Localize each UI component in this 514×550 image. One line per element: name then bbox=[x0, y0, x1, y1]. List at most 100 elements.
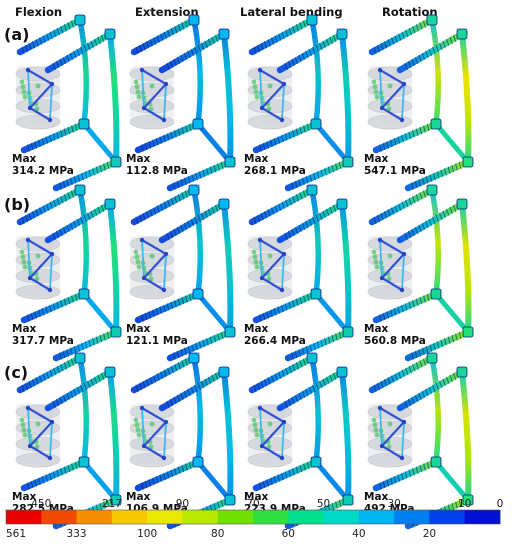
spine-model bbox=[367, 236, 413, 300]
scale-segment bbox=[111, 510, 148, 524]
spine-model bbox=[129, 404, 175, 468]
long-rod bbox=[221, 31, 234, 165]
max-stress-value: 317.7 MPa bbox=[12, 335, 74, 347]
scale-segment bbox=[147, 510, 183, 524]
scale-label-top: 217 bbox=[102, 498, 122, 510]
rod-connector bbox=[195, 291, 233, 335]
rod-connector bbox=[313, 459, 351, 503]
short-rod bbox=[77, 355, 89, 465]
pedicle-screw-3 bbox=[252, 456, 322, 492]
pedicle-screw-4 bbox=[284, 156, 354, 192]
max-stress-value: 268.1 MPa bbox=[244, 165, 306, 177]
pedicle-screw-1 bbox=[248, 14, 318, 56]
short-rod bbox=[429, 17, 441, 127]
scale-segment bbox=[182, 510, 219, 524]
rod-connector bbox=[81, 291, 119, 335]
scale-label-top: 90 bbox=[176, 498, 189, 510]
pedicle-screw-1 bbox=[130, 184, 200, 226]
scale-segment bbox=[323, 510, 360, 524]
spine-model bbox=[129, 66, 175, 130]
rod-connector bbox=[81, 121, 119, 165]
scale-label-bottom: 40 bbox=[352, 528, 365, 540]
spine-model bbox=[129, 236, 175, 300]
max-label: Max bbox=[126, 491, 151, 503]
max-stress-value: 266.4 MPa bbox=[244, 335, 306, 347]
scale-segment bbox=[253, 510, 289, 524]
scale-segment bbox=[6, 510, 42, 524]
spine-model bbox=[15, 236, 61, 300]
pedicle-screw-1 bbox=[368, 184, 438, 226]
scale-label-bottom: 20 bbox=[423, 528, 436, 540]
pedicle-screw-4 bbox=[404, 326, 474, 362]
max-stress-value: 314.2 MPa bbox=[12, 165, 74, 177]
pedicle-screw-2 bbox=[158, 366, 230, 412]
short-rod bbox=[309, 17, 321, 127]
column-title-lateral-bending: Lateral bending bbox=[240, 5, 343, 19]
pedicle-screw-3 bbox=[372, 118, 442, 154]
scale-label-bottom: 60 bbox=[282, 528, 295, 540]
column-title-extension: Extension bbox=[135, 5, 199, 19]
max-label: Max bbox=[12, 323, 37, 335]
pedicle-screw-4 bbox=[166, 156, 236, 192]
scale-segment bbox=[358, 510, 395, 524]
pedicle-screw-3 bbox=[134, 456, 204, 492]
pedicle-screw-2 bbox=[396, 198, 468, 244]
rod-connector bbox=[195, 121, 233, 165]
pedicle-screw-3 bbox=[134, 288, 204, 324]
pedicle-screw-2 bbox=[276, 28, 348, 74]
pedicle-screw-3 bbox=[20, 288, 90, 324]
spine-model bbox=[367, 66, 413, 130]
pedicle-screw-4 bbox=[52, 156, 122, 192]
pedicle-screw-3 bbox=[252, 288, 322, 324]
spine-model bbox=[15, 66, 61, 130]
pedicle-screw-3 bbox=[20, 118, 90, 154]
pedicle-screw-1 bbox=[368, 352, 438, 394]
pedicle-screw-4 bbox=[404, 156, 474, 192]
scale-segment bbox=[41, 510, 78, 524]
spine-model bbox=[367, 404, 413, 468]
long-rod bbox=[221, 369, 234, 503]
pedicle-screw-1 bbox=[248, 352, 318, 394]
column-title-flexion: Flexion bbox=[15, 5, 62, 19]
spine-model bbox=[15, 404, 61, 468]
spine-model bbox=[247, 66, 293, 130]
pedicle-screw-3 bbox=[252, 118, 322, 154]
scale-label-bottom: 100 bbox=[137, 528, 157, 540]
scale-label-top: 0 bbox=[497, 498, 504, 510]
pedicle-screw-1 bbox=[248, 184, 318, 226]
max-label: Max bbox=[364, 323, 389, 335]
scale-label-top: 30 bbox=[387, 498, 400, 510]
pedicle-screw-4 bbox=[52, 326, 122, 362]
max-label: Max bbox=[244, 153, 269, 165]
long-rod bbox=[459, 201, 472, 335]
scale-segment bbox=[288, 510, 325, 524]
row-label: (b) bbox=[4, 195, 30, 214]
pedicle-screw-3 bbox=[372, 456, 442, 492]
scale-segment bbox=[217, 510, 254, 524]
long-rod bbox=[339, 201, 352, 335]
long-rod bbox=[221, 201, 234, 335]
max-stress-value: 560.8 MPa bbox=[364, 335, 426, 347]
pedicle-screw-1 bbox=[130, 352, 200, 394]
rod-connector bbox=[313, 121, 351, 165]
long-rod bbox=[339, 31, 352, 165]
pedicle-screw-1 bbox=[368, 14, 438, 56]
scale-label-top: 450 bbox=[31, 498, 51, 510]
scale-label-top: 10 bbox=[458, 498, 471, 510]
pedicle-screw-3 bbox=[20, 456, 90, 492]
max-label: Max bbox=[126, 323, 151, 335]
